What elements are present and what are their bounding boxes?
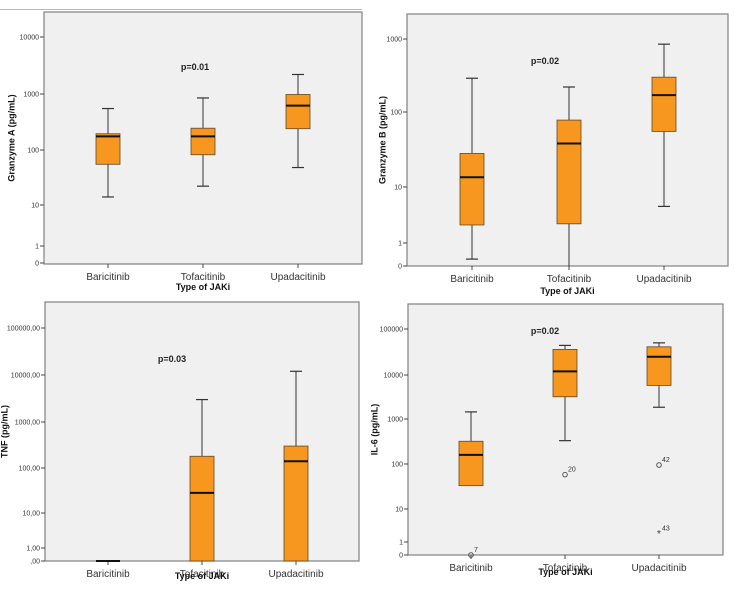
y-tick-label: 100 (391, 462, 403, 469)
y-tick-label: 10 (394, 185, 402, 192)
iqr-box (285, 94, 311, 130)
x-tick-label: Upadacitinib (268, 569, 323, 580)
chart-panel-1: 0 1 10 100 1000 10000 Granzyme A (pg/mL) Barici… (6, 11, 363, 292)
box-tofacitinib (189, 398, 215, 562)
y-tick-label: 1 (399, 540, 403, 547)
y-tick-label: 100000,00 (7, 326, 40, 333)
box-tofacitinib (190, 97, 216, 187)
x-tick-label: Baricitinib (449, 563, 493, 574)
y-tick-label: 0 (398, 264, 402, 271)
y-tick-label: 1000 (386, 37, 402, 44)
y-axis-title: IL-6 (pg/mL) (369, 404, 379, 456)
x-tick-label: Tofacitinib (180, 569, 225, 580)
y-tick-label: 100,00 (19, 466, 41, 473)
x-axis-title: Type of JAKi (176, 282, 230, 292)
y-tick-label: 10000 (384, 373, 404, 380)
outlier-circle (656, 462, 662, 468)
p-value-annotation: p=0.03 (158, 354, 186, 364)
box-upadacitinib (651, 43, 677, 208)
outlier-label: 42 (662, 457, 670, 464)
y-tick-label: 10000 (20, 35, 40, 42)
y-tick-label: 1000,00 (15, 420, 40, 427)
y-tick-label: ,00 (30, 559, 40, 566)
box-baricitinib (95, 107, 121, 198)
x-tick-label: Tofacitinib (543, 563, 588, 574)
y-tick-label: 0 (399, 553, 403, 560)
iqr-box (283, 445, 309, 562)
x-tick-label: Upadacitinib (636, 274, 691, 285)
x-tick-label: Upadacitinib (631, 563, 686, 574)
x-tick-label: Baricitinib (86, 272, 130, 283)
outlier-label: 7 (474, 547, 478, 554)
y-axis-title: Granzyme A (pg/mL) (6, 94, 16, 181)
extreme-outlier-star: * (657, 529, 661, 540)
outlier-label: 20 (568, 467, 576, 474)
outlier-circle (562, 471, 568, 478)
y-tick-label: 100 (390, 110, 402, 117)
x-axis-title: Type of JAKi (538, 567, 592, 577)
iqr-box (458, 440, 484, 487)
outlier-label: 43 (662, 526, 670, 533)
box-tofacitinib (556, 86, 582, 266)
top-divider-line (0, 9, 362, 10)
y-tick-label: 10 (395, 507, 403, 514)
iqr-box (190, 127, 216, 156)
box-baricitinib (459, 77, 485, 260)
x-tick-label: Baricitinib (450, 274, 494, 285)
iqr-box (459, 153, 485, 226)
y-tick-label: 1000 (387, 417, 403, 424)
x-tick-label: Tofacitinib (547, 274, 592, 285)
box-tofacitinib: 20 (552, 344, 578, 478)
y-tick-label: 100 (27, 148, 39, 155)
y-tick-label: 1 (398, 241, 402, 248)
x-tick-label: Baricitinib (86, 569, 130, 580)
x-tick-label: Tofacitinib (181, 272, 226, 283)
box-baricitinib: 7 (458, 411, 484, 558)
y-tick-label: 10,00 (22, 511, 40, 518)
box-upadacitinib (285, 73, 311, 169)
y-tick-label: 10000,00 (11, 373, 40, 380)
iqr-box (651, 76, 677, 132)
y-tick-label: 1000 (23, 92, 39, 99)
p-value-annotation: p=0.02 (531, 326, 559, 336)
y-tick-label: 1,00 (26, 546, 40, 553)
iqr-box (646, 346, 672, 386)
box-upadacitinib: 42 * 43 (646, 342, 672, 540)
x-axis-title: Type of JAKi (540, 286, 594, 296)
y-tick-label: 100000 (380, 327, 403, 334)
p-value-annotation: p=0.02 (531, 56, 559, 66)
iqr-box (95, 133, 121, 165)
y-tick-label: 10 (31, 203, 39, 210)
iqr-box (556, 119, 582, 225)
x-tick-label: Upadacitinib (270, 272, 325, 283)
chart-panel-3: ,00 1,00 10,00 100,00 1000,00 10000,00 100000,… (0, 301, 360, 581)
box-upadacitinib (283, 370, 309, 562)
p-value-annotation: p=0.01 (181, 62, 209, 72)
iqr-box (189, 455, 215, 562)
outlier-circle (468, 552, 474, 558)
chart-panel-2: 0 1 10 100 1000 Granzyme B (pg/mL) Baricitinib… (377, 13, 729, 296)
x-axis-title: Type of JAKi (175, 571, 229, 581)
chart-panel-4: 0 1 10 100 1000 10000 100000 IL-6 (pg/mL) Barici… (369, 303, 724, 577)
y-axis-title: Granzyme B (pg/mL) (377, 96, 387, 184)
y-axis-title: TNF (pg/mL) (0, 405, 9, 458)
y-tick-label: 0 (35, 261, 39, 268)
y-tick-label: 1 (35, 244, 39, 251)
iqr-box (552, 349, 578, 398)
